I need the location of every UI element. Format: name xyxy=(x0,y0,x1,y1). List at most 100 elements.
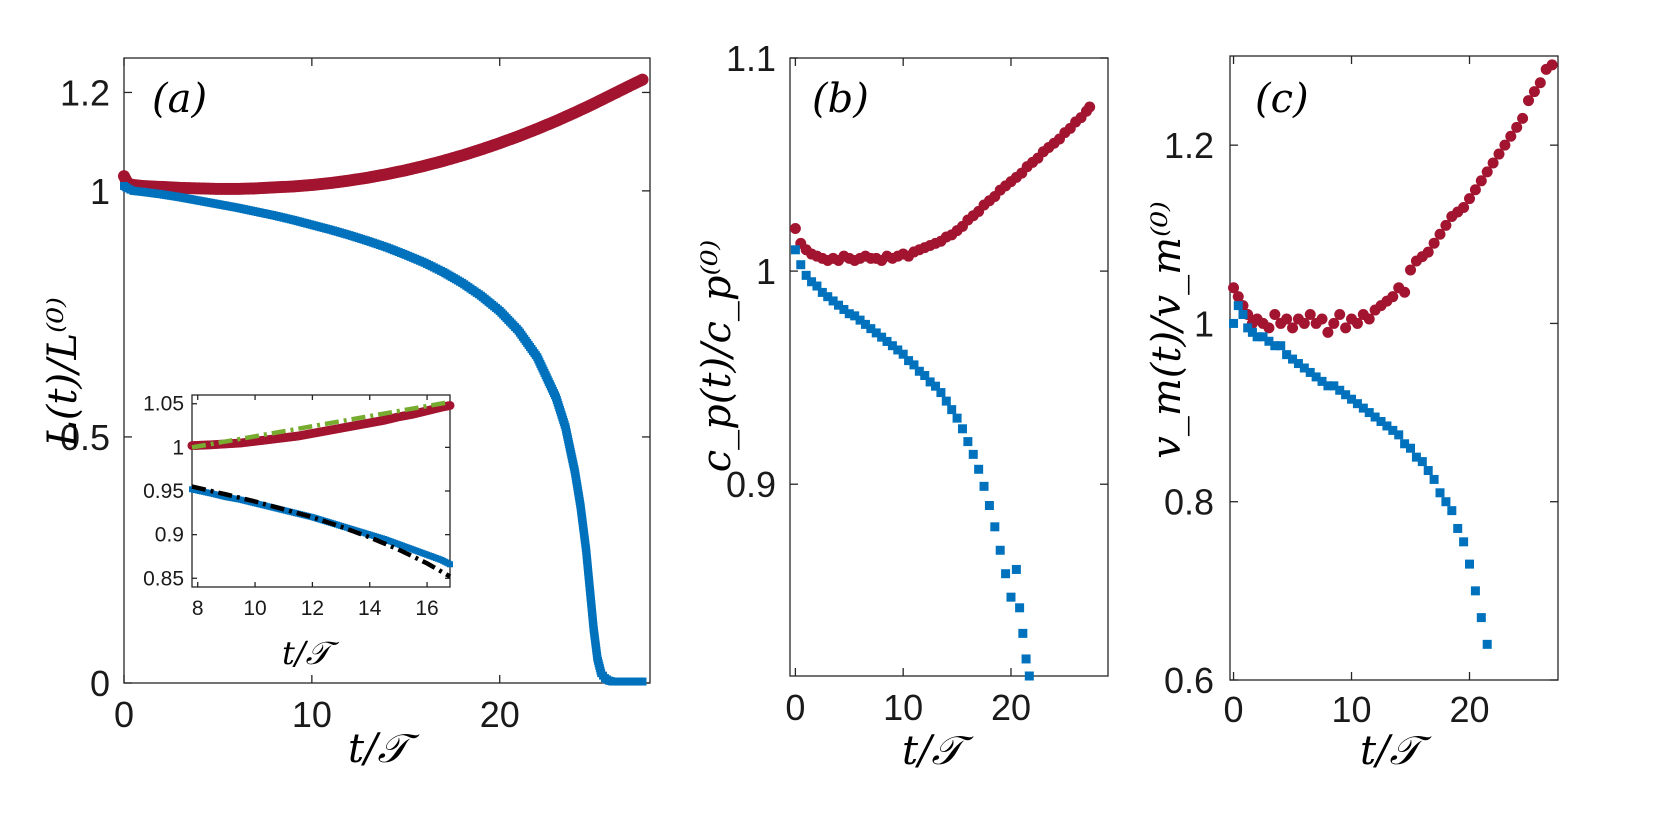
c-blue-point xyxy=(1282,350,1292,360)
a-inset-y-tick-label: 0.85 xyxy=(143,567,184,590)
c-red-point xyxy=(1328,317,1340,329)
b-blue-point xyxy=(909,360,919,370)
a-inset-x-tick-label: 14 xyxy=(358,597,382,620)
b-blue-point xyxy=(790,245,800,255)
b-blue-point xyxy=(920,371,930,381)
c-red-point xyxy=(1523,95,1535,107)
c-blue-point xyxy=(1233,301,1243,311)
a-x-tick-label: 0 xyxy=(114,694,134,735)
c-x-tick-label: 20 xyxy=(1449,689,1489,730)
b-blue-point xyxy=(887,341,897,351)
c-red-point xyxy=(1269,309,1281,321)
a-inset-black-fit-line xyxy=(191,484,452,579)
panel-c: 0 10 20 0.6 0.8 1 1.2 (c) t/𝒯 v_m(t)/v_m⁽⁰⁾ xyxy=(1144,55,1559,774)
a-inset-x-tick-label: 10 xyxy=(243,597,266,620)
c-red-point xyxy=(1528,86,1540,98)
b-red-point xyxy=(789,222,801,234)
c-y-tick-label: 0.8 xyxy=(1164,482,1214,523)
b-y-tick-label: 1 xyxy=(756,251,776,292)
b-blue-point xyxy=(1018,628,1028,638)
c-blue-point xyxy=(1317,376,1327,386)
b-blue-point xyxy=(925,377,935,387)
c-red-point xyxy=(1469,184,1481,196)
c-red-point xyxy=(1304,309,1316,321)
b-blue-point xyxy=(1011,564,1021,574)
c-red-point xyxy=(1505,130,1517,142)
a-y-tick-label: 0 xyxy=(90,663,110,704)
c-blue-point xyxy=(1311,372,1321,382)
b-y-axis-label: c_p(t)/c_p⁽⁰⁾ xyxy=(694,240,740,472)
c-plot-frame xyxy=(1229,55,1559,681)
c-red-point xyxy=(1475,175,1487,187)
a-y-tick-label: 1 xyxy=(90,171,110,212)
a-inset-green-fit-line xyxy=(191,399,451,450)
b-blue-point xyxy=(882,336,892,346)
b-y-tick-label: 1.1 xyxy=(726,38,776,79)
c-blue-point xyxy=(1465,559,1475,569)
c-blue-point xyxy=(1417,457,1427,467)
c-blue-point xyxy=(1335,385,1345,395)
b-y-tick-label: 0.9 xyxy=(726,464,776,505)
b-blue-point xyxy=(936,388,946,398)
panel-label: (a) xyxy=(152,76,207,122)
c-blue-point xyxy=(1453,523,1463,533)
b-blue-point xyxy=(1001,569,1011,579)
b-blue-point xyxy=(995,545,1005,555)
b-x-tick-label: 0 xyxy=(785,687,805,728)
b-blue-point xyxy=(855,315,865,325)
c-blue-point xyxy=(1459,537,1469,547)
a-y-tick-label: 0.5 xyxy=(60,417,110,458)
c-red-point xyxy=(1232,291,1244,303)
c-red-point xyxy=(1405,264,1417,276)
b-blue-point xyxy=(963,437,973,447)
a-inset-red-point xyxy=(445,400,455,410)
c-blue-point xyxy=(1435,488,1445,498)
c-blue-point xyxy=(1276,341,1286,351)
c-blue-point xyxy=(1370,412,1380,422)
b-blue-point xyxy=(812,281,822,291)
b-x-tick-label: 10 xyxy=(883,687,923,728)
c-y-tick-label: 1 xyxy=(1194,303,1214,344)
b-blue-point xyxy=(807,277,817,287)
a-x-tick-label: 20 xyxy=(480,694,520,735)
c-red-point xyxy=(1487,157,1499,169)
b-blue-point xyxy=(931,381,941,391)
c-blue-point xyxy=(1406,443,1416,453)
c-red-point xyxy=(1351,317,1363,329)
c-red-point xyxy=(1440,219,1452,231)
c-blue-point xyxy=(1323,381,1333,391)
panel-b: 0 10 20 0.9 1 1.1 (b) t/𝒯 c_p(t)/c_p⁽⁰⁾ xyxy=(694,38,1109,774)
b-blue-point xyxy=(957,424,967,434)
c-blue-point xyxy=(1341,390,1351,400)
c-x-tick-label: 0 xyxy=(1224,689,1244,730)
c-blue-point xyxy=(1382,421,1392,431)
c-blue-point xyxy=(1238,310,1248,320)
b-blue-point xyxy=(850,311,860,321)
c-x-axis-label: t/𝒯 xyxy=(1360,728,1433,774)
c-x-tick-label: 10 xyxy=(1332,689,1372,730)
c-blue-point xyxy=(1400,439,1410,449)
b-blue-point xyxy=(974,464,984,474)
b-blue-point xyxy=(834,300,844,310)
c-blue-point xyxy=(1270,341,1280,351)
a-inset-blue-point xyxy=(447,561,453,568)
a-inset-y-tick-label: 1.05 xyxy=(143,393,184,416)
b-plot-frame xyxy=(789,57,1109,677)
c-red-point xyxy=(1281,313,1293,325)
b-blue-point xyxy=(947,405,957,415)
c-blue-point xyxy=(1247,327,1257,337)
c-blue-point xyxy=(1411,452,1421,462)
c-blue-point xyxy=(1299,363,1309,373)
c-blue-point xyxy=(1470,586,1480,596)
c-red-point xyxy=(1263,322,1275,334)
c-blue-point xyxy=(1329,381,1339,391)
b-red-point xyxy=(1084,101,1096,113)
b-blue-point xyxy=(817,287,827,297)
panel-a: 0 10 20 0 0.5 1 1.2 (a) t/𝒯 L(t)/L⁽⁰⁾ 8 10 12 14 16 0.8… xyxy=(40,57,651,772)
b-blue-point xyxy=(898,349,908,359)
c-red-point xyxy=(1499,139,1511,151)
c-red-point xyxy=(1422,246,1434,258)
b-blue-point xyxy=(968,449,978,459)
c-blue-point xyxy=(1429,474,1439,484)
b-blue-point xyxy=(990,522,1000,532)
